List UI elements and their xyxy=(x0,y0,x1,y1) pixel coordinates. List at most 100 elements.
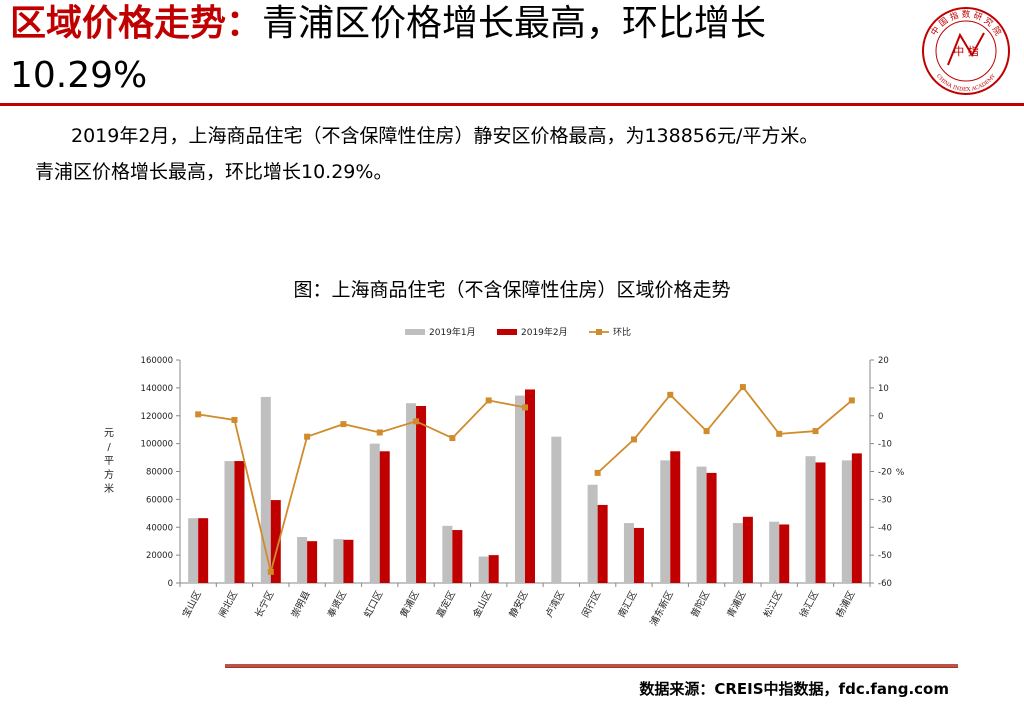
y-axis-label-left-char: 平 xyxy=(104,456,114,467)
y-tick-label-right: -20 xyxy=(878,468,892,478)
paragraph-line1: 2019年2月，上海商品住宅（不含保障性住房）静安区价格最高，为138856元/… xyxy=(71,125,819,147)
y-tick-label-left: 60000 xyxy=(146,495,173,505)
bar-jan xyxy=(660,460,671,583)
y-tick-label-right: 20 xyxy=(878,356,889,366)
mom-point xyxy=(812,428,819,435)
x-tick-label: 金山区 xyxy=(470,588,494,619)
mom-point xyxy=(630,436,637,443)
mom-point xyxy=(413,418,420,425)
x-tick-label: 普陀区 xyxy=(688,588,712,619)
y-axis-label-left-char: 方 xyxy=(104,468,114,481)
mom-point xyxy=(848,397,855,404)
bar-feb xyxy=(234,461,245,583)
mom-point xyxy=(231,416,238,423)
logo-arc-text: 中 国 指 数 研 究 院 xyxy=(929,9,1004,38)
x-tick-label: 杨浦区 xyxy=(834,588,858,619)
bar-jan xyxy=(623,523,634,583)
bar-feb xyxy=(633,527,644,583)
x-tick-label: 浦东新区 xyxy=(647,588,676,628)
bottom-divider xyxy=(225,664,958,667)
legend-label: 环比 xyxy=(613,326,631,338)
bar-feb xyxy=(742,516,753,583)
bar-feb xyxy=(525,389,535,583)
bar-feb xyxy=(851,453,862,583)
y-tick-label-left: 40000 xyxy=(146,523,173,533)
x-tick-label: 徐汇区 xyxy=(797,588,821,619)
bar-jan xyxy=(696,466,707,583)
y-tick-label-right: 0 xyxy=(878,412,883,422)
bottom-divider-shadow xyxy=(225,667,958,668)
x-tick-label: 静安区 xyxy=(507,588,531,619)
y-tick-label-left: 80000 xyxy=(146,468,173,478)
x-tick-label: 嘉定区 xyxy=(434,588,458,619)
bar-feb xyxy=(416,405,427,583)
logo-center-text: 中 指 xyxy=(953,44,979,58)
bar-feb xyxy=(670,451,681,583)
bar-jan xyxy=(188,518,199,583)
bar-feb xyxy=(597,504,608,583)
chart-title: 图：上海商品住宅（不含保障性住房）区域价格走势 xyxy=(293,279,731,301)
bar-jan xyxy=(732,523,743,583)
mom-point xyxy=(522,404,528,411)
bar-jan xyxy=(297,537,308,583)
bar-jan xyxy=(333,539,344,583)
title-rest: 青浦区价格增长最高，环比增长 xyxy=(262,3,767,44)
y-tick-label-right: -40 xyxy=(878,523,892,533)
x-tick-label: 长宁区 xyxy=(252,588,276,619)
bar-jan xyxy=(478,556,489,583)
logo-english-text: CHINA INDEX ACADEMY xyxy=(935,73,997,93)
bar-feb xyxy=(270,500,281,583)
mom-point xyxy=(267,568,274,575)
bar-feb xyxy=(452,530,463,583)
mom-point xyxy=(594,469,601,476)
x-tick-label: 虹口区 xyxy=(362,589,385,620)
x-tick-label: 崇明县 xyxy=(290,589,313,619)
y-axis-label-right: % xyxy=(896,468,905,478)
bar-jan xyxy=(260,396,271,583)
x-tick-label: 闸北区 xyxy=(216,588,240,619)
y-tick-label-right: -50 xyxy=(878,551,892,561)
bar-feb xyxy=(779,524,790,583)
china-index-academy-logo: 中 国 指 数 研 究 院 CHINA INDEX ACADEMY 中 指 xyxy=(922,7,1010,95)
x-tick-label: 闵行区 xyxy=(579,588,603,619)
mom-point xyxy=(667,391,674,398)
y-axis-label-left-char: 米 xyxy=(104,482,114,495)
mom-point xyxy=(485,397,492,404)
svg-text:CHINA INDEX ACADEMY: CHINA INDEX ACADEMY xyxy=(935,73,997,93)
bar-jan xyxy=(841,460,852,583)
mom-point xyxy=(703,428,710,435)
x-tick-label: 青浦区 xyxy=(725,588,749,619)
x-tick-label: 卢湾区 xyxy=(543,588,567,619)
mom-point xyxy=(776,430,783,437)
legend-swatch xyxy=(405,329,425,335)
title-divider xyxy=(0,103,1024,106)
y-tick-label-right: 10 xyxy=(878,384,889,394)
x-tick-label: 黄浦区 xyxy=(398,588,422,619)
y-tick-label-left: 100000 xyxy=(141,440,173,450)
y-tick-label-left: 120000 xyxy=(141,412,173,422)
bar-feb xyxy=(379,451,390,583)
bar-feb xyxy=(307,541,318,583)
mom-line xyxy=(198,399,526,573)
paragraph-line2: 青浦区价格增长最高，环比增长10.29%。 xyxy=(35,161,393,183)
legend-swatch-marker xyxy=(596,329,602,335)
title-highlight: 区域价格走势： xyxy=(10,3,263,44)
bar-jan xyxy=(224,461,235,583)
y-tick-label-right: -60 xyxy=(878,579,892,589)
y-tick-label-left: 140000 xyxy=(141,384,173,394)
bar-jan xyxy=(551,436,562,583)
data-source: 数据来源：CREIS中指数据，fdc.fang.com xyxy=(639,680,949,698)
y-axis-label-left-char: 元 xyxy=(104,428,114,439)
mom-point xyxy=(739,384,746,391)
bar-jan xyxy=(369,443,380,583)
legend-swatch xyxy=(497,329,517,335)
bar-jan xyxy=(769,521,780,583)
summary-paragraph: 2019年2月，上海商品住宅（不含保障性住房）静安区价格最高，为138856元/… xyxy=(35,118,995,190)
mom-point xyxy=(449,435,456,442)
y-tick-label-right: -30 xyxy=(878,495,892,505)
mom-point xyxy=(376,429,383,436)
bar-feb xyxy=(343,539,354,583)
slide-title: 区域价格走势：青浦区价格增长最高，环比增长 xyxy=(10,2,910,46)
mom-line xyxy=(597,385,853,474)
bar-jan xyxy=(587,484,598,583)
